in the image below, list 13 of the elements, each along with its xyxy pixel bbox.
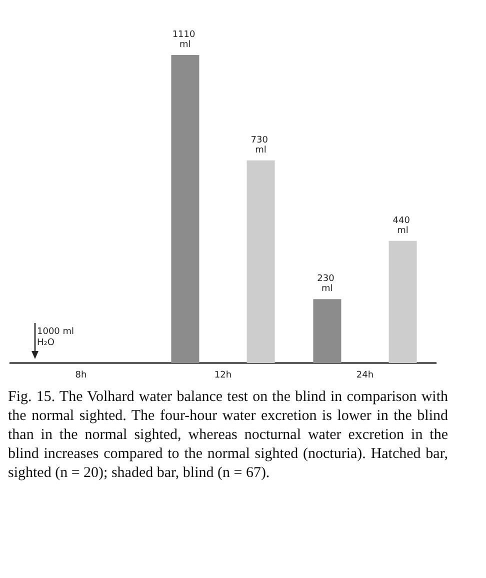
x-tick-label: 8h [75,370,87,380]
annotation: 1000 ml H₂O [37,327,76,349]
data-label: 1110 ml [172,30,198,50]
x-tick-label: 12h [214,370,232,380]
data-label: 230 ml [317,274,338,294]
bar [388,240,417,363]
caption: Fig. 15. The Volhard water balance test on the blind in comparison with the normal sighted. The four-hour water excretion is lower in the blind than in the normal sighted, whereas nocturnal water excretion in the blind increases compared to the normal sighted (nocturia). Hatched bar, sighted (n = 20); shaded bar, blind (n = 67). [8,388,448,483]
bar [246,160,275,363]
data-label: 440 ml [392,216,413,236]
bar [313,299,342,363]
x-tick-label: 24h [356,370,374,380]
bar [171,54,200,363]
data-label: 730 ml [250,135,271,156]
